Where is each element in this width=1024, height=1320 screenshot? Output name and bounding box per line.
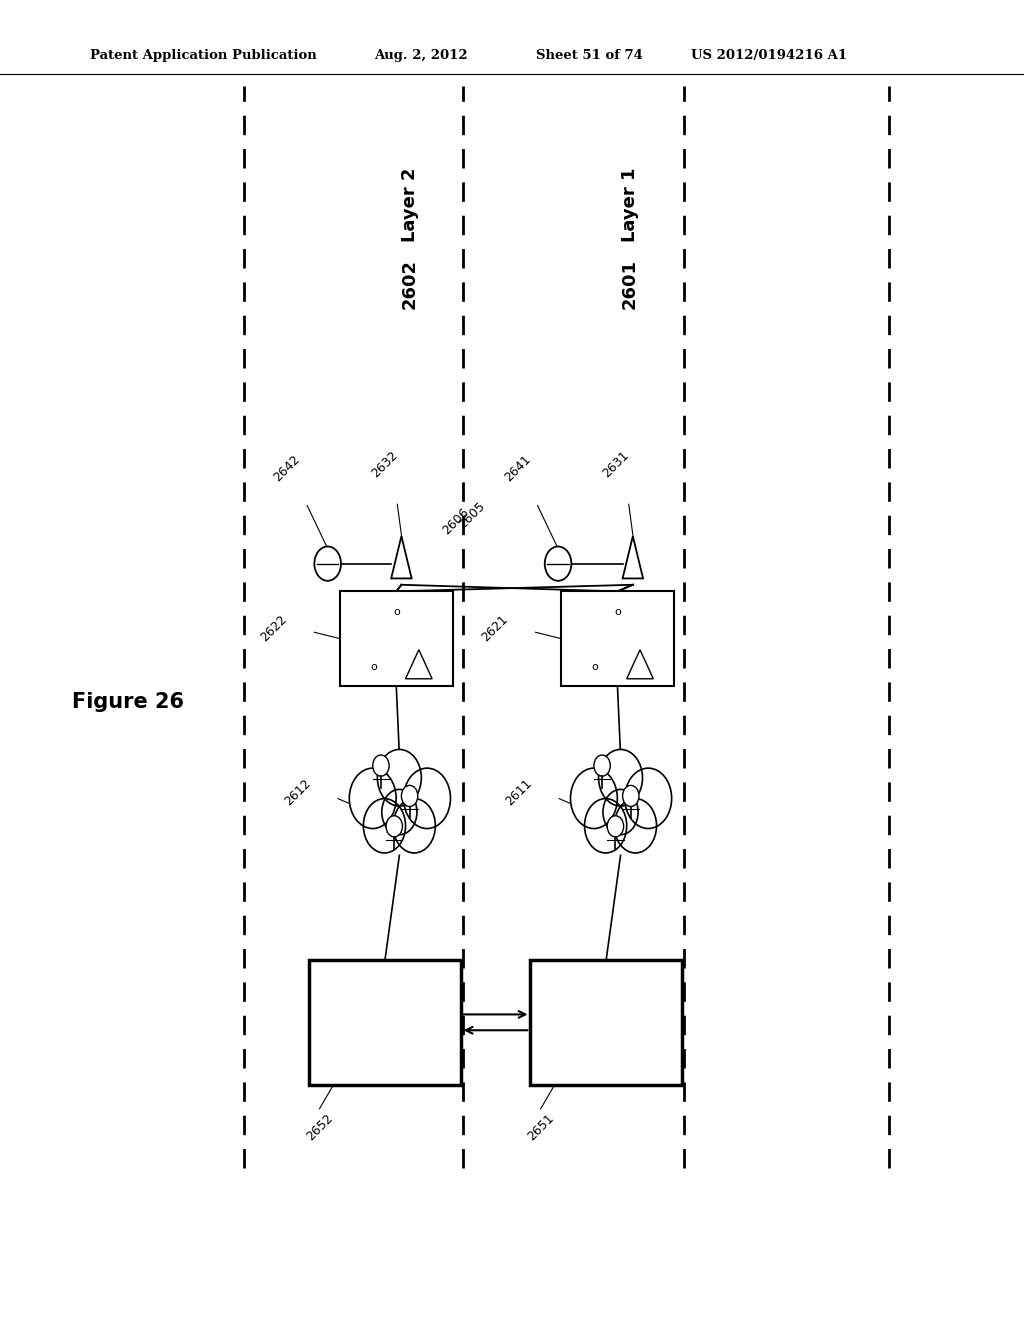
Text: 2601: 2601 bbox=[621, 259, 639, 309]
Circle shape bbox=[314, 546, 341, 581]
Circle shape bbox=[393, 799, 435, 853]
Text: 2622: 2622 bbox=[258, 612, 290, 644]
Text: checker: checker bbox=[579, 1043, 634, 1056]
Circle shape bbox=[386, 816, 402, 837]
Text: 2621: 2621 bbox=[479, 612, 511, 644]
Bar bbox=[340, 591, 453, 686]
Text: 2606: 2606 bbox=[440, 506, 472, 537]
Polygon shape bbox=[623, 536, 643, 578]
Text: 2642: 2642 bbox=[271, 453, 303, 484]
Text: Sheet 51 of 74: Sheet 51 of 74 bbox=[536, 49, 642, 62]
Polygon shape bbox=[391, 536, 412, 578]
Text: 2652: 2652 bbox=[304, 1111, 336, 1143]
Circle shape bbox=[545, 546, 571, 581]
Text: 2605: 2605 bbox=[456, 499, 487, 531]
Circle shape bbox=[607, 816, 624, 837]
Circle shape bbox=[403, 768, 451, 829]
Circle shape bbox=[614, 799, 656, 853]
Text: Aug. 2, 2012: Aug. 2, 2012 bbox=[374, 49, 467, 62]
Bar bbox=[309, 960, 461, 1085]
Text: o: o bbox=[592, 663, 598, 672]
Text: US 2012/0194216 A1: US 2012/0194216 A1 bbox=[691, 49, 847, 62]
Bar bbox=[561, 591, 674, 686]
Circle shape bbox=[401, 785, 418, 807]
Text: o: o bbox=[393, 607, 399, 618]
Text: o: o bbox=[371, 663, 377, 672]
Text: Patent Application Publication: Patent Application Publication bbox=[90, 49, 316, 62]
Text: Layer 1: Layer 1 bbox=[621, 168, 639, 242]
Circle shape bbox=[373, 755, 389, 776]
Text: BIST controller/: BIST controller/ bbox=[331, 997, 439, 1010]
Text: 2651: 2651 bbox=[525, 1111, 557, 1143]
Text: Layer 2: Layer 2 bbox=[400, 168, 419, 242]
Text: 2641: 2641 bbox=[502, 453, 534, 484]
Bar bbox=[530, 960, 682, 1085]
Text: BIST controller/: BIST controller/ bbox=[552, 997, 660, 1010]
Circle shape bbox=[349, 768, 396, 829]
Circle shape bbox=[382, 789, 417, 834]
Text: Figure 26: Figure 26 bbox=[72, 692, 183, 713]
Circle shape bbox=[625, 768, 672, 829]
Text: 2602: 2602 bbox=[400, 259, 419, 309]
Text: 2612: 2612 bbox=[282, 776, 313, 808]
Text: 2631: 2631 bbox=[600, 449, 632, 480]
Circle shape bbox=[599, 750, 642, 807]
Text: 2611: 2611 bbox=[503, 776, 535, 808]
Text: 2632: 2632 bbox=[369, 449, 400, 480]
Text: o: o bbox=[614, 607, 621, 618]
Circle shape bbox=[378, 750, 421, 807]
Text: checker: checker bbox=[357, 1043, 413, 1056]
Circle shape bbox=[570, 768, 617, 829]
Circle shape bbox=[623, 785, 639, 807]
Circle shape bbox=[364, 799, 406, 853]
Circle shape bbox=[585, 799, 627, 853]
Circle shape bbox=[594, 755, 610, 776]
Circle shape bbox=[603, 789, 638, 834]
